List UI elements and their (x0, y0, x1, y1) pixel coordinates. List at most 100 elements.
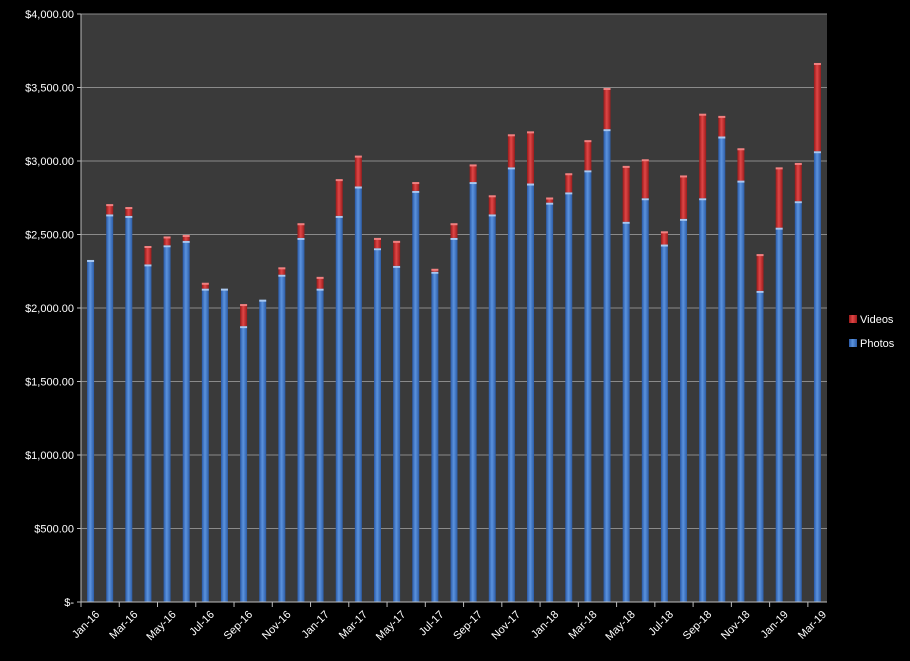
bar-videos-cap (240, 304, 248, 307)
bar-videos (125, 208, 133, 216)
bar-photos-cap (297, 237, 305, 240)
bar-videos (718, 116, 726, 137)
bar-videos-cap (603, 87, 611, 90)
bar-videos (737, 149, 745, 181)
bar-photos-cap (412, 190, 420, 193)
bar-videos-cap (641, 159, 649, 162)
bar-photos (660, 245, 668, 602)
bar-videos (622, 166, 630, 222)
bar-videos (316, 277, 324, 289)
bar-videos-cap (144, 245, 152, 248)
bar-photos-cap (641, 198, 649, 201)
bar-videos (450, 224, 458, 238)
x-tick-label: May-17 (374, 609, 408, 643)
bar-photos (469, 183, 477, 603)
bar-photos-cap (316, 288, 324, 291)
bar-photos (603, 130, 611, 602)
bar-photos (240, 327, 248, 602)
x-tick-label: Nov-17 (490, 609, 524, 643)
y-axis: $- $500.00 $1,000.00 $1,500.00 $2,000.00 $2,5… (25, 9, 82, 609)
bar-videos (641, 160, 649, 199)
x-tick-label: Mar-17 (337, 609, 370, 642)
bar-photos (507, 168, 515, 602)
bar-videos-cap (412, 182, 420, 185)
bar-videos (775, 168, 783, 228)
bar-photos (412, 191, 420, 602)
bar-photos-cap (622, 221, 630, 224)
bar-photos (182, 241, 190, 602)
x-tick-label: May-16 (144, 609, 178, 643)
bar-photos (622, 222, 630, 603)
bar-photos-cap (660, 244, 668, 247)
y-tick-label: $2,500.00 (25, 230, 74, 242)
y-tick-label: $500.00 (34, 524, 74, 536)
x-tick-label: May-18 (603, 609, 637, 643)
x-tick-label: Jan-16 (70, 609, 102, 641)
bar-photos-cap (373, 248, 381, 251)
legend-label: Videos (860, 314, 894, 326)
bar-videos-cap (163, 236, 171, 239)
y-tick-label: $1,500.00 (25, 377, 74, 389)
bar-photos-cap (259, 299, 267, 302)
bar-photos (373, 249, 381, 602)
bar-videos-cap (125, 207, 133, 210)
bar-photos (584, 171, 592, 603)
bar-videos (488, 196, 496, 215)
bar-photos-cap (699, 198, 707, 201)
bar-videos-cap (469, 164, 477, 167)
bar-videos-cap (106, 204, 114, 207)
bar-photos-cap (393, 265, 401, 268)
bar-videos (335, 180, 343, 216)
bar-photos (718, 137, 726, 603)
bar-photos (813, 152, 821, 602)
bar-photos-cap (335, 215, 343, 218)
legend-swatch (849, 339, 857, 347)
bar-photos-cap (163, 245, 171, 248)
bar-photos (259, 300, 267, 602)
bar-photos (87, 260, 95, 602)
x-tick-label: Nov-18 (719, 609, 753, 643)
y-tick-label: $3,000.00 (25, 156, 74, 168)
x-tick-label: Jan-19 (759, 609, 791, 641)
bar-videos (469, 165, 477, 183)
bar-photos-cap (278, 274, 286, 277)
bar-photos (641, 199, 649, 602)
bar-videos-cap (718, 115, 726, 118)
bar-photos (278, 275, 286, 602)
bar-photos-cap (488, 214, 496, 217)
bar-photos-cap (813, 151, 821, 154)
bar-photos (737, 181, 745, 602)
bar-photos-cap (125, 215, 133, 218)
bar-videos-cap (278, 267, 286, 270)
bar-photos (316, 289, 324, 602)
x-tick-label: Mar-16 (107, 609, 140, 642)
legend-label: Photos (860, 338, 895, 350)
y-tick-label: $1,000.00 (25, 450, 74, 462)
bar-videos (106, 205, 114, 215)
x-tick-label: Sep-16 (222, 609, 256, 643)
bar-videos (660, 232, 668, 245)
bar-videos (278, 268, 286, 275)
bar-videos (794, 163, 802, 202)
bar-videos (507, 135, 515, 168)
bar-photos (756, 291, 764, 602)
y-tick-label: $3,500.00 (25, 83, 74, 95)
bar-photos (450, 238, 458, 602)
bar-videos-cap (201, 282, 209, 285)
legend: Videos Photos (849, 314, 895, 350)
bar-photos-cap (87, 259, 95, 262)
bar-videos-cap (813, 62, 821, 65)
bar-photos-cap (144, 264, 152, 267)
bar-photos-cap (756, 290, 764, 293)
bar-photos (106, 215, 114, 602)
x-tick-label: Nov-16 (260, 609, 294, 643)
bars (87, 62, 821, 603)
x-tick-label: Mar-18 (566, 609, 599, 642)
x-tick-label: Mar-19 (796, 609, 829, 642)
bar-videos-cap (393, 240, 401, 243)
bar-photos-cap (584, 170, 592, 173)
bar-photos-cap (354, 186, 362, 189)
bar-photos-cap (680, 218, 688, 221)
bar-videos-cap (182, 234, 190, 237)
bar-videos (699, 114, 707, 199)
